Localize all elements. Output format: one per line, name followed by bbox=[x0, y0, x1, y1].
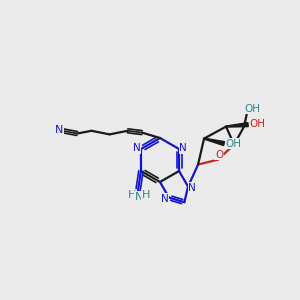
Text: H: H bbox=[128, 190, 136, 200]
Text: N: N bbox=[179, 143, 187, 153]
Text: OH: OH bbox=[249, 118, 265, 129]
Text: H: H bbox=[142, 190, 150, 200]
Polygon shape bbox=[204, 138, 224, 146]
Text: N: N bbox=[55, 125, 63, 135]
Text: OH: OH bbox=[244, 103, 260, 114]
Text: OH: OH bbox=[225, 139, 241, 148]
Text: O: O bbox=[215, 150, 223, 160]
Text: N: N bbox=[133, 143, 141, 153]
Polygon shape bbox=[226, 123, 248, 127]
Text: N: N bbox=[188, 183, 196, 193]
Text: N: N bbox=[135, 192, 143, 202]
Text: N: N bbox=[161, 194, 169, 204]
